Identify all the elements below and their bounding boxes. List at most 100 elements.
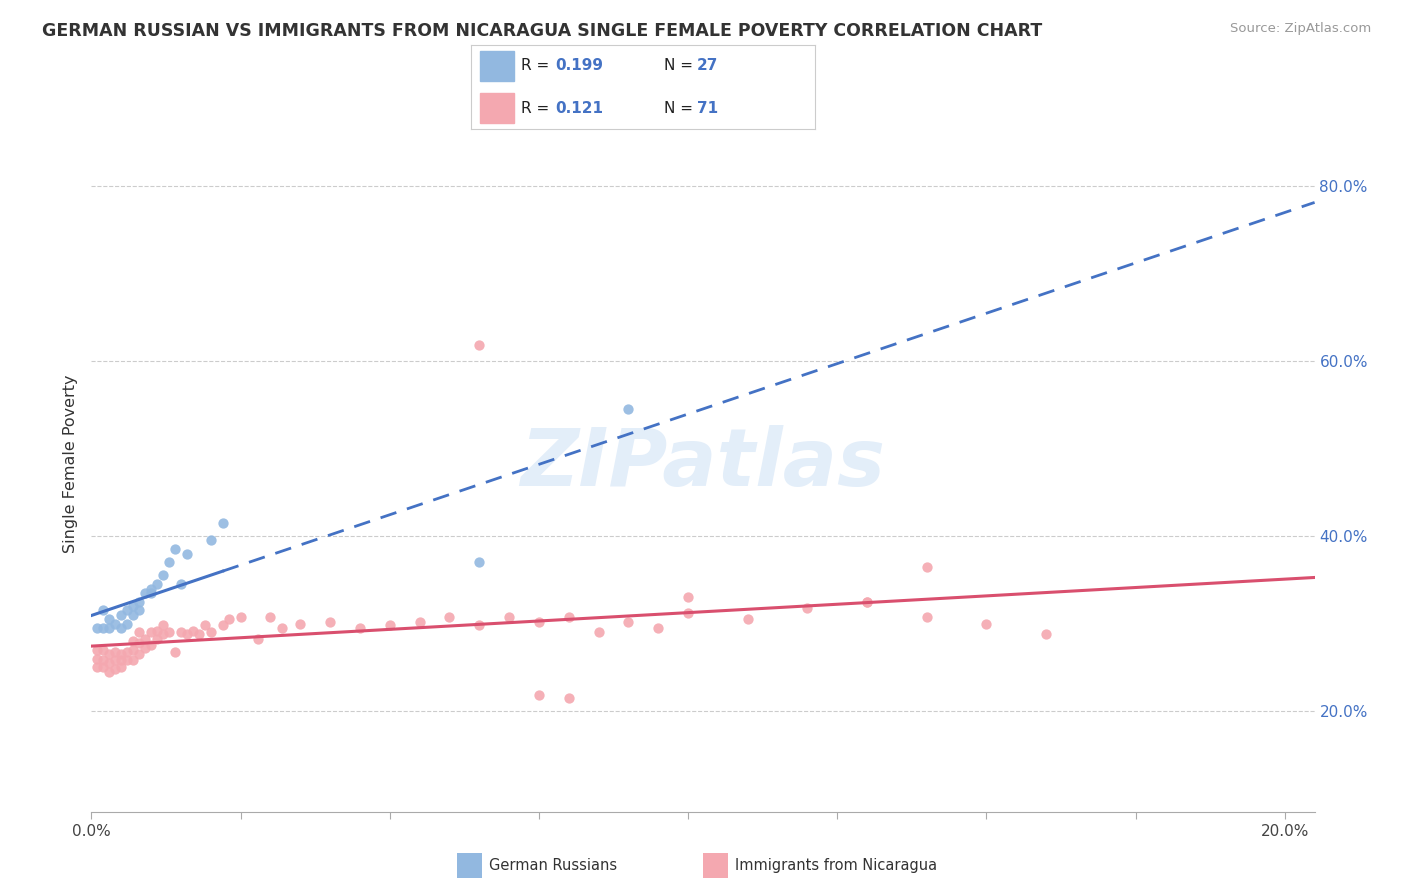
Point (91, 642, 114, 657)
Point (146, 577, 169, 591)
Point (378, 618, 401, 632)
Text: GERMAN RUSSIAN VS IMMIGRANTS FROM NICARAGUA SINGLE FEMALE POVERTY CORRELATION CH: GERMAN RUSSIAN VS IMMIGRANTS FROM NICARA… (42, 22, 1042, 40)
Point (498, 609, 520, 624)
Point (134, 632, 156, 647)
Point (122, 607, 145, 622)
Text: 71: 71 (696, 101, 717, 116)
Text: N =: N = (664, 101, 697, 116)
Point (110, 653, 132, 667)
Point (122, 642, 145, 657)
Point (211, 618, 233, 632)
Point (91, 660, 114, 674)
Point (122, 634, 145, 648)
Point (139, 586, 162, 600)
Bar (479, 51, 515, 81)
Point (91, 603, 114, 617)
Point (915, 559, 938, 574)
Point (527, 689, 550, 703)
Point (139, 625, 162, 640)
Point (200, 625, 222, 640)
Point (152, 627, 174, 641)
Point (86, 642, 108, 657)
Point (98, 656, 121, 670)
Point (200, 533, 222, 548)
Y-axis label: Single Female Poverty: Single Female Poverty (62, 375, 77, 553)
Point (104, 662, 127, 676)
Point (152, 568, 174, 582)
Text: R =: R = (522, 58, 554, 73)
Text: 27: 27 (696, 58, 718, 73)
Point (176, 627, 198, 641)
Point (181, 624, 204, 638)
Point (170, 577, 193, 591)
Text: German Russians: German Russians (489, 858, 617, 872)
Point (176, 547, 198, 561)
Point (229, 609, 252, 624)
Point (856, 595, 879, 609)
Point (157, 555, 180, 569)
Point (98, 621, 121, 635)
Text: Source: ZipAtlas.com: Source: ZipAtlas.com (1230, 22, 1371, 36)
Point (128, 647, 150, 661)
Point (104, 644, 127, 658)
Point (86, 660, 108, 674)
Point (104, 616, 127, 631)
Point (122, 653, 145, 667)
Point (349, 621, 371, 635)
Point (558, 609, 581, 624)
Point (915, 609, 938, 624)
Point (558, 690, 581, 705)
Point (976, 616, 998, 631)
Point (163, 644, 186, 658)
Point (163, 542, 186, 557)
Point (128, 603, 150, 617)
Point (408, 615, 430, 629)
Text: N =: N = (664, 58, 697, 73)
Point (647, 621, 669, 635)
Point (98, 665, 121, 679)
Point (676, 606, 699, 620)
Point (271, 621, 294, 635)
Point (139, 639, 162, 653)
Point (110, 621, 132, 635)
Point (588, 625, 610, 640)
Bar (479, 93, 515, 123)
Point (134, 586, 156, 600)
Point (128, 636, 150, 650)
Point (86, 621, 108, 635)
Text: 0.199: 0.199 (555, 58, 603, 73)
Point (146, 632, 169, 647)
Point (157, 625, 180, 640)
Point (1035, 627, 1057, 641)
Point (115, 603, 138, 617)
Point (139, 582, 162, 596)
Point (104, 653, 127, 667)
Point (856, 595, 879, 609)
Point (319, 615, 342, 629)
Point (128, 595, 150, 609)
Text: Immigrants from Nicaragua: Immigrants from Nicaragua (735, 858, 938, 872)
Point (91, 621, 114, 635)
Text: 0.121: 0.121 (555, 101, 603, 116)
Point (676, 591, 699, 605)
Point (86, 651, 108, 665)
Point (796, 600, 818, 615)
Point (146, 624, 169, 638)
Point (617, 402, 640, 417)
Point (290, 616, 312, 631)
Point (110, 647, 132, 661)
Point (617, 615, 640, 629)
Point (170, 625, 193, 640)
Point (468, 555, 491, 569)
Point (468, 338, 491, 352)
Point (468, 618, 491, 632)
Point (194, 618, 217, 632)
Point (115, 616, 138, 631)
Point (98, 647, 121, 661)
Point (115, 644, 138, 658)
Point (187, 627, 209, 641)
Text: ZIPatlas: ZIPatlas (520, 425, 886, 503)
Point (737, 612, 759, 626)
Point (91, 653, 114, 667)
Point (439, 609, 461, 624)
